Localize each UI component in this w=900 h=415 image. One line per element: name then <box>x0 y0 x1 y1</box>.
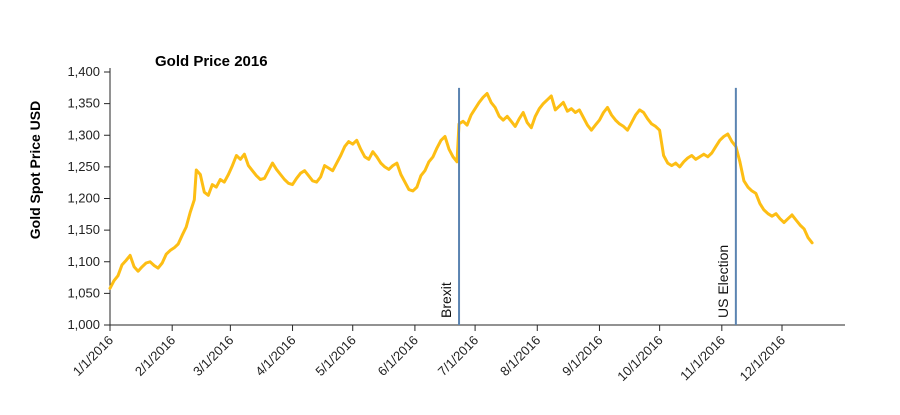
event-label-us-election: US Election <box>715 245 731 318</box>
x-tick-label: 8/1/2016 <box>497 333 543 379</box>
y-tick-label: 1,200 <box>67 191 100 206</box>
y-tick-label: 1,100 <box>67 254 100 269</box>
x-tick-label: 5/1/2016 <box>312 333 358 379</box>
x-tick-label: 12/1/2016 <box>737 333 789 385</box>
gold-price-line <box>108 92 814 290</box>
y-tick-label: 1,350 <box>67 96 100 111</box>
y-tick-label: 1,000 <box>67 317 100 332</box>
series-layer <box>108 92 814 290</box>
x-tick-label: 4/1/2016 <box>252 333 298 379</box>
y-tick-label: 1,050 <box>67 285 100 300</box>
axes-layer: 1,000 1,050 1,100 1,150 1,200 1,250 1,300 1,350… <box>67 64 845 384</box>
y-tick-label: 1,300 <box>67 127 100 142</box>
y-tick-label: 1,250 <box>67 159 100 174</box>
x-tick-label: 11/1/2016 <box>677 333 728 384</box>
annotations-layer: Brexit US Election <box>438 87 737 325</box>
x-tick-label: 7/1/2016 <box>435 333 481 379</box>
y-axis-title: Gold Spot Price USD <box>27 101 43 239</box>
x-tick-label: 10/1/2016 <box>614 333 666 385</box>
x-tick-label: 9/1/2016 <box>559 333 605 379</box>
x-tick-label: 3/1/2016 <box>190 333 236 379</box>
x-tick-label: 1/1/2016 <box>70 333 116 379</box>
y-tick-label: 1,400 <box>67 64 100 79</box>
y-tick-label: 1,150 <box>67 222 100 237</box>
x-tick-label: 6/1/2016 <box>375 333 421 379</box>
x-tick-label: 2/1/2016 <box>132 333 178 379</box>
event-label-brexit: Brexit <box>438 282 454 318</box>
chart-title: Gold Price 2016 <box>155 53 268 70</box>
